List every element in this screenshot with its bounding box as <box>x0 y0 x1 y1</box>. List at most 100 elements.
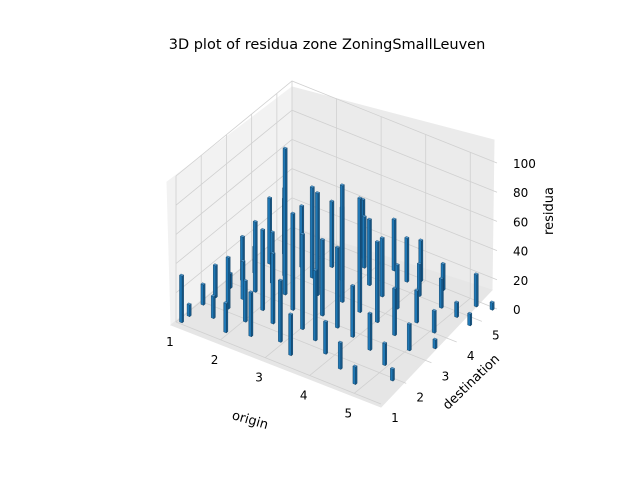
bar-face-side <box>291 313 293 357</box>
bar-face-top <box>315 191 320 194</box>
bar-face-side <box>302 233 305 331</box>
bar-face-top <box>260 228 266 231</box>
bar-face-top <box>392 286 397 290</box>
bar-face-side <box>370 312 373 352</box>
bar-face-front <box>270 252 274 325</box>
bar-face-top <box>382 341 388 345</box>
bar-face-side <box>203 283 206 306</box>
bar <box>252 219 258 293</box>
bar-face-top <box>269 230 275 233</box>
bar-face-side <box>293 212 296 311</box>
bar-face-top <box>240 259 246 263</box>
bar-face-side <box>181 274 184 324</box>
bar <box>432 337 438 350</box>
grid-lines <box>175 80 498 405</box>
bar-face-side <box>285 147 288 296</box>
bar <box>260 228 266 312</box>
bar-face-top <box>335 245 340 249</box>
bar <box>337 340 343 370</box>
bar-face-front <box>186 303 190 318</box>
bar <box>431 308 437 334</box>
bar-face-side <box>441 277 444 309</box>
bar-face-front <box>213 264 217 299</box>
bar-face-side <box>255 220 258 293</box>
bar-face-top <box>242 278 248 282</box>
bar-face-front <box>350 285 354 338</box>
y-tick-label: 3 <box>442 370 450 384</box>
bar-face-top <box>473 272 479 276</box>
bar-face-front <box>352 365 356 385</box>
bar-face-side <box>213 295 216 320</box>
bar-face-top <box>288 312 294 316</box>
bar-face-top <box>357 196 363 200</box>
bar-face-side <box>364 215 367 269</box>
bar-face-front <box>309 186 314 279</box>
bar-face-front <box>243 280 247 323</box>
bar-face-side <box>325 320 328 355</box>
bar <box>312 268 318 342</box>
bar-face-top <box>210 294 216 297</box>
bar-face-top <box>299 204 305 207</box>
bar-face-top <box>312 268 318 272</box>
bar <box>300 232 305 331</box>
bar-face-side <box>322 238 325 317</box>
bar <box>489 300 495 311</box>
bar-face-side <box>315 269 318 342</box>
bar-face-side <box>385 342 387 367</box>
bar-face-top <box>320 237 325 241</box>
bar-face-top <box>323 319 328 323</box>
bar <box>248 290 254 338</box>
bar-face-top <box>431 308 437 312</box>
bar-face-front <box>473 273 478 308</box>
bar-face-top <box>379 236 385 239</box>
bar-face-top <box>309 185 315 189</box>
bar <box>392 286 397 337</box>
bar-face-front <box>248 291 252 338</box>
z-tick-label: 80 <box>513 186 528 200</box>
x-tick-label: 2 <box>211 353 219 367</box>
bar <box>270 251 276 325</box>
bar-face-top <box>394 263 400 266</box>
bar-face-top <box>278 278 283 282</box>
bar-face-top <box>374 240 380 243</box>
bar-face-front <box>300 233 304 331</box>
bar-face-side <box>417 289 419 324</box>
bar-face-top <box>454 300 460 304</box>
bar-face-top <box>212 263 218 267</box>
bar-face-top <box>179 273 184 277</box>
bars <box>179 146 495 386</box>
bar-face-front <box>260 229 264 312</box>
bar-face-top <box>248 290 254 294</box>
bar-face-front <box>223 302 227 334</box>
z-axis-label: residua <box>542 187 557 235</box>
bar-face-side <box>189 303 192 318</box>
x-tick-label: 5 <box>344 406 352 420</box>
bar <box>406 322 412 352</box>
bar-face-side <box>280 279 283 343</box>
bar <box>186 302 192 318</box>
bar <box>379 236 385 298</box>
bar-face-front <box>357 197 361 314</box>
bar-face-top <box>418 238 424 242</box>
bar-face-top <box>367 217 372 221</box>
z-tick-label: 100 <box>513 157 536 171</box>
bar <box>374 240 380 324</box>
bar-face-side <box>340 341 343 370</box>
bar-face-top <box>390 366 395 370</box>
bar-face-side <box>443 262 446 292</box>
bar-face-front <box>252 221 257 293</box>
bar-face-top <box>200 282 206 286</box>
bar-face-top <box>282 146 288 150</box>
bar-face-front <box>439 277 443 309</box>
bar-face-top <box>337 340 343 344</box>
bar-face-front <box>391 218 395 272</box>
bar <box>467 311 473 327</box>
bar-face-top <box>339 183 345 187</box>
bar-face-side <box>226 302 229 334</box>
bar-face-front <box>407 323 411 352</box>
bar-face-side <box>394 287 397 337</box>
bar-face-front <box>414 289 418 324</box>
bar-face-front <box>367 312 371 351</box>
